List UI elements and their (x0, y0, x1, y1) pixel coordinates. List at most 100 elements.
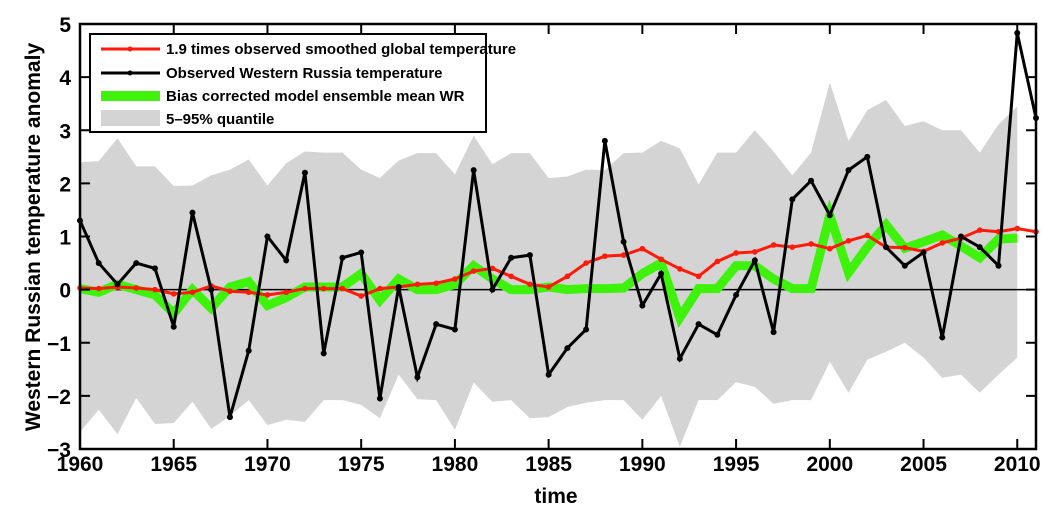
data-point-observed-wr (714, 331, 721, 338)
data-point-global-temp (845, 237, 852, 244)
data-point-global-temp (564, 273, 571, 280)
data-point-observed-wr (995, 262, 1002, 269)
y-axis-label: Western Russian temperature anomaly (22, 43, 45, 432)
data-point-observed-wr (733, 291, 740, 298)
legend-swatch-red-marker (127, 46, 133, 52)
data-point-global-temp (677, 266, 683, 272)
data-point-observed-wr (301, 169, 308, 176)
data-point-observed-wr (95, 260, 102, 267)
data-point-observed-wr (151, 265, 158, 272)
data-point-global-temp (808, 241, 814, 247)
legend-entry-observed-wr: Observed Western Russia temperature (101, 65, 443, 82)
data-point-observed-wr (564, 345, 571, 352)
data-point-global-temp (170, 291, 177, 297)
data-point-observed-wr (939, 334, 946, 341)
data-point-observed-wr (808, 177, 815, 184)
data-point-observed-wr (414, 374, 421, 381)
data-point-observed-wr (320, 350, 327, 357)
data-point-global-temp (189, 289, 196, 296)
data-point-observed-wr (433, 321, 440, 328)
data-point-observed-wr (189, 209, 196, 216)
y-tick-label: 1 (59, 227, 71, 250)
legend-label-model-mean: Bias corrected model ensemble mean WR (166, 88, 465, 105)
y-tick-label: −1 (47, 333, 71, 356)
data-point-observed-wr (676, 355, 683, 362)
x-tick-label: 1980 (432, 453, 479, 476)
data-point-global-temp (827, 245, 833, 252)
x-tick-label: 1985 (525, 453, 572, 476)
data-point-global-temp (152, 286, 158, 293)
y-tick-label: 0 (59, 280, 71, 303)
data-point-global-temp (620, 252, 627, 258)
data-point-observed-wr (770, 329, 777, 336)
data-point-observed-wr (170, 323, 177, 330)
x-tick-label: 2005 (900, 453, 947, 476)
data-point-global-temp (433, 280, 439, 287)
legend-entry-model-mean: Bias corrected model ensemble mean WR (101, 88, 465, 105)
legend-entry-global-temp: 1.9 times observed smoothed global tempe… (101, 41, 516, 58)
legend-label-global-temp: 1.9 times observed smoothed global tempe… (166, 41, 516, 58)
data-point-observed-wr (620, 238, 627, 245)
data-point-global-temp (283, 289, 289, 296)
x-tick-label: 1965 (150, 453, 197, 476)
data-point-observed-wr (639, 302, 646, 309)
data-point-global-temp (733, 250, 739, 256)
data-point-global-temp (245, 289, 252, 296)
data-point-observed-wr (470, 167, 477, 174)
data-point-observed-wr (376, 395, 383, 402)
data-point-observed-wr (114, 281, 121, 288)
y-tick-label: 3 (59, 120, 71, 143)
data-point-observed-wr (489, 286, 496, 293)
legend-swatch-gray (101, 110, 160, 126)
data-point-global-temp (583, 260, 589, 266)
legend: 1.9 times observed smoothed global tempe… (89, 33, 516, 133)
data-point-global-temp (864, 232, 871, 239)
data-point-global-temp (470, 268, 477, 274)
data-point-global-temp (527, 281, 533, 288)
data-point-observed-wr (526, 252, 533, 259)
y-tick-label: −2 (47, 386, 71, 409)
data-point-observed-wr (508, 254, 515, 261)
data-point-observed-wr (976, 244, 983, 251)
data-point-observed-wr (845, 167, 852, 174)
data-point-global-temp (602, 253, 608, 259)
x-tick-label: 2010 (994, 453, 1041, 476)
legend-swatch-black-marker (127, 70, 133, 76)
data-point-observed-wr (583, 326, 590, 333)
y-tick-label: 4 (59, 67, 71, 90)
data-point-global-temp (545, 284, 552, 290)
legend-label-quantile: 5–95% quantile (166, 111, 274, 128)
data-point-global-temp (377, 285, 383, 292)
x-tick-label: 1995 (713, 453, 760, 476)
y-tick-label: −3 (47, 439, 71, 462)
data-point-observed-wr (920, 249, 927, 256)
data-point-observed-wr (545, 371, 552, 378)
data-point-global-temp (976, 227, 983, 233)
data-point-global-temp (489, 265, 496, 272)
legend-entry-quantile: 5–95% quantile (101, 110, 274, 128)
data-point-global-temp (714, 258, 721, 265)
x-tick-label: 1975 (338, 453, 385, 476)
data-point-global-temp (639, 245, 646, 252)
series-layer (77, 30, 1039, 421)
data-point-observed-wr (264, 233, 271, 240)
data-point-observed-wr (883, 244, 890, 251)
axes-layer (78, 22, 1038, 451)
data-point-global-temp (95, 285, 102, 292)
data-point-global-temp (302, 285, 308, 292)
y-tick-label: 2 (59, 173, 71, 196)
data-point-observed-wr (245, 347, 252, 354)
legend-swatch-green (101, 91, 160, 101)
data-point-observed-wr (751, 257, 758, 264)
data-point-global-temp (658, 256, 664, 263)
data-point-global-temp (1014, 225, 1021, 232)
data-point-observed-wr (283, 257, 290, 264)
series-line-observed-wr (78, 32, 1038, 418)
data-point-global-temp (789, 244, 796, 250)
quantile-band (80, 82, 1018, 447)
data-point-global-temp (358, 293, 364, 299)
data-point-observed-wr (601, 137, 608, 144)
data-point-observed-wr (226, 414, 233, 421)
data-point-global-temp (452, 276, 458, 282)
y-tick-label: 5 (59, 14, 71, 37)
